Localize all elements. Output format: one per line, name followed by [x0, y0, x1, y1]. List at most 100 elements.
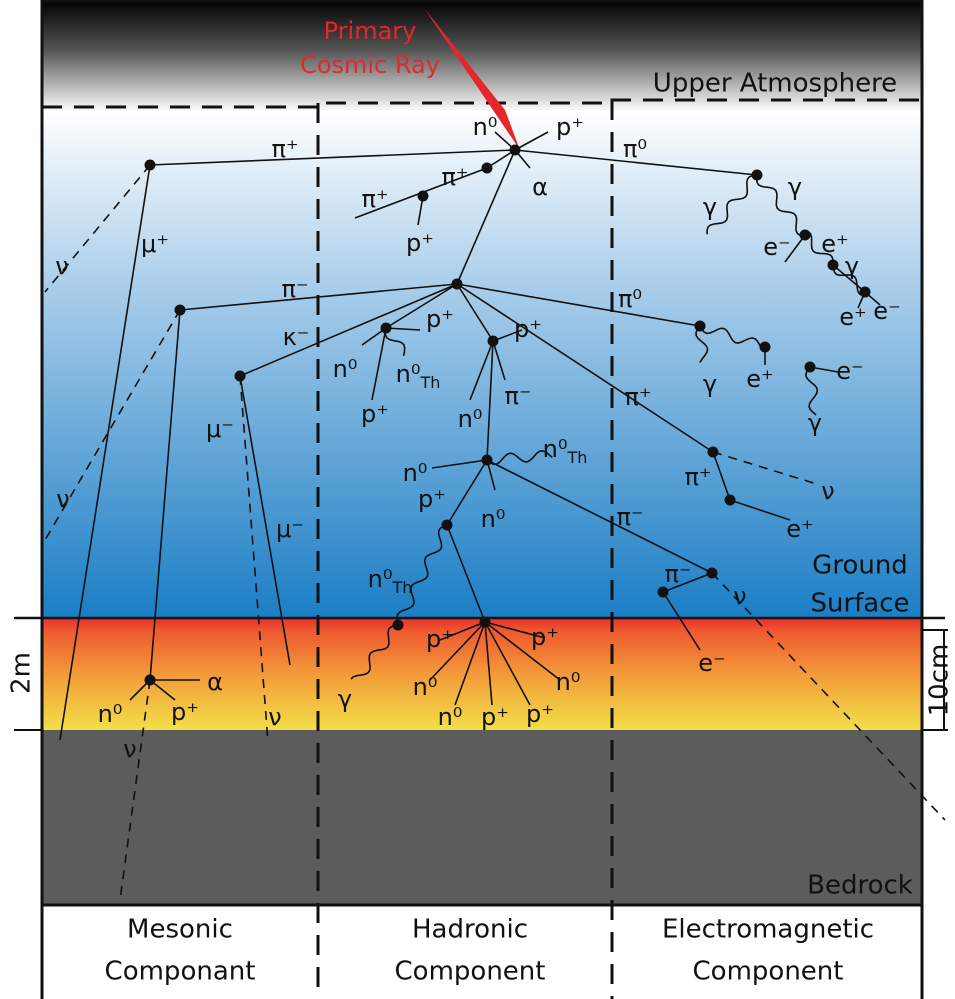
particle-label: γ	[808, 409, 822, 437]
component-label: Component	[693, 957, 844, 987]
particle-label: μ⁺	[141, 230, 169, 258]
layer-label: Bedrock	[807, 871, 913, 901]
vertex	[805, 362, 816, 373]
particle-label: p⁺	[481, 703, 509, 731]
particle-name: e⁺	[839, 303, 866, 331]
particle-label: e⁻	[873, 297, 900, 325]
particle-name: π⁻	[504, 382, 531, 410]
particle-subscript: Th	[419, 373, 440, 392]
particle-name: α	[532, 173, 548, 201]
particle-name: ν	[733, 582, 746, 610]
particle-label: n⁰	[556, 668, 581, 696]
particle-label: π⁰	[618, 285, 642, 313]
cosmic-ray-label: Primary	[324, 17, 417, 45]
particle-label: γ	[703, 193, 717, 221]
particle-name: p⁺	[514, 315, 542, 343]
particle-name: p⁺	[526, 700, 554, 728]
vertex	[418, 191, 429, 202]
particle-name: ν	[55, 252, 68, 280]
particle-label: π⁻	[504, 382, 531, 410]
particle-label: e⁻	[698, 649, 725, 677]
particle-name: μ⁺	[141, 230, 169, 258]
particle-name: κ⁻	[283, 323, 310, 351]
particle-name: n⁰	[481, 505, 506, 533]
particle-label: n⁰	[413, 673, 438, 701]
vertex	[860, 287, 871, 298]
particle-label: π⁻	[281, 275, 308, 303]
particle-name: γ	[845, 252, 859, 280]
particle-label: ν	[56, 485, 69, 513]
particle-name: n⁰	[473, 113, 498, 141]
particle-name: π⁺	[624, 383, 651, 411]
particle-label: p⁺	[406, 229, 434, 257]
vertex	[708, 447, 719, 458]
particle-name: p⁺	[481, 703, 509, 731]
particle-name: n⁰	[413, 673, 438, 701]
particle-label: π⁻	[664, 560, 691, 588]
particle-name: e⁻	[873, 297, 900, 325]
vertex	[725, 495, 736, 506]
particle-name: π⁻	[616, 503, 643, 531]
particle-name: n⁰	[556, 668, 581, 696]
particle-name: p⁺	[556, 113, 584, 141]
particle-label: π⁺	[271, 135, 298, 163]
particle-label: α	[532, 173, 548, 201]
component-label: Electromagnetic	[662, 915, 874, 945]
scale-label: 2m	[7, 652, 37, 694]
particle-label: p⁺	[426, 305, 454, 333]
cosmic-ray-label: Cosmic Ray	[300, 51, 440, 79]
particle-label: n⁰	[333, 355, 358, 383]
particle-name: e⁻	[836, 357, 863, 385]
background	[14, 0, 948, 999]
particle-name: π⁰	[623, 135, 647, 163]
particle-name: π⁰	[618, 285, 642, 313]
particle-name: n⁰	[333, 355, 358, 383]
vertex	[235, 371, 246, 382]
vertex	[752, 170, 763, 181]
particle-label: γ	[845, 252, 859, 280]
particle-name: ν	[56, 485, 69, 513]
particle-label: κ⁻	[283, 323, 310, 351]
component-label: Component	[395, 957, 546, 987]
particle-label: n⁰	[403, 459, 428, 487]
particle-label: n⁰	[473, 113, 498, 141]
particle-name: p⁺	[418, 485, 446, 513]
particle-label: p⁺	[531, 623, 559, 651]
particle-name: γ	[788, 173, 802, 201]
particle-label: p⁺	[526, 700, 554, 728]
particle-label: p⁺	[514, 315, 542, 343]
vertex	[658, 587, 669, 598]
particle-name: π⁺	[361, 185, 388, 213]
vertex	[828, 260, 839, 271]
particle-label: e⁻	[763, 233, 790, 261]
particle-name: n⁰	[458, 405, 483, 433]
particle-name: p⁺	[531, 623, 559, 651]
particle-label: e⁺	[786, 515, 813, 543]
particle-name: π⁻	[664, 560, 691, 588]
particle-name: n⁰	[396, 360, 421, 388]
particle-label: ν	[268, 703, 281, 731]
particle-name: μ⁻	[276, 515, 304, 543]
vertex	[480, 617, 491, 628]
particle-subscript: Th	[566, 448, 587, 467]
particle-name: γ	[703, 370, 717, 398]
particle-name: p⁺	[361, 400, 389, 428]
particle-name: p⁺	[426, 625, 454, 653]
vertex	[452, 279, 463, 290]
component-label: Hadronic	[412, 915, 528, 945]
particle-name: γ	[338, 685, 352, 713]
particle-label: n⁰	[98, 700, 123, 728]
vertex	[482, 163, 493, 174]
particle-name: μ⁻	[206, 415, 234, 443]
layer-label: Ground	[812, 551, 908, 581]
particle-name: γ	[808, 409, 822, 437]
component-label: Componant	[105, 957, 256, 987]
particle-label: ν	[55, 252, 68, 280]
vertex	[145, 675, 156, 686]
particle-label: μ⁻	[276, 515, 304, 543]
particle-label: p⁺	[171, 698, 199, 726]
particle-label: π⁻	[616, 503, 643, 531]
layer-label: Surface	[810, 589, 909, 619]
vertex	[760, 342, 771, 353]
particle-label: ν	[733, 582, 746, 610]
